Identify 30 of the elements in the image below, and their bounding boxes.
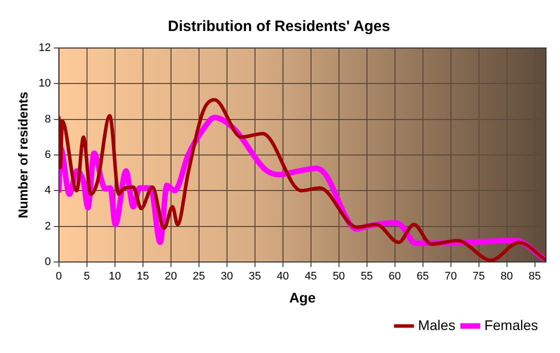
- x-tick-label: 5: [84, 270, 90, 283]
- x-tick-label: 75: [472, 270, 485, 283]
- y-tick-label: 6: [44, 149, 51, 162]
- x-tick-label: 30: [220, 270, 233, 283]
- y-tick-label: 4: [44, 184, 51, 197]
- y-tick-label: 10: [38, 78, 51, 90]
- x-tick-label: 70: [444, 270, 457, 283]
- x-tick-label: 0: [56, 270, 62, 283]
- y-axis-title: Number of residents: [15, 92, 30, 218]
- y-tick-label: 0: [44, 256, 51, 268]
- x-tick-label: 85: [528, 270, 541, 283]
- legend-label: Females: [484, 316, 538, 333]
- x-tick-label: 15: [136, 270, 149, 283]
- x-tick-label: 20: [164, 270, 177, 283]
- y-tick-label: 12: [38, 42, 51, 54]
- chart-title: Distribution of Residents' Ages: [168, 18, 390, 36]
- x-axis-title: Age: [289, 289, 316, 306]
- x-tick-label: 80: [500, 270, 513, 283]
- x-tick-label: 55: [360, 270, 373, 283]
- x-tick-label: 25: [192, 270, 205, 283]
- x-tick-label: 10: [108, 270, 121, 283]
- x-tick-label: 40: [276, 270, 289, 283]
- x-tick-label: 35: [248, 270, 261, 283]
- y-tick-label: 2: [44, 220, 51, 232]
- x-tick-label: 50: [332, 270, 345, 283]
- legend-label: Males: [418, 316, 456, 333]
- x-tick-label: 45: [304, 270, 317, 283]
- y-tick-label: 8: [44, 113, 51, 126]
- x-tick-label: 65: [416, 270, 429, 283]
- x-tick-label: 60: [388, 270, 401, 283]
